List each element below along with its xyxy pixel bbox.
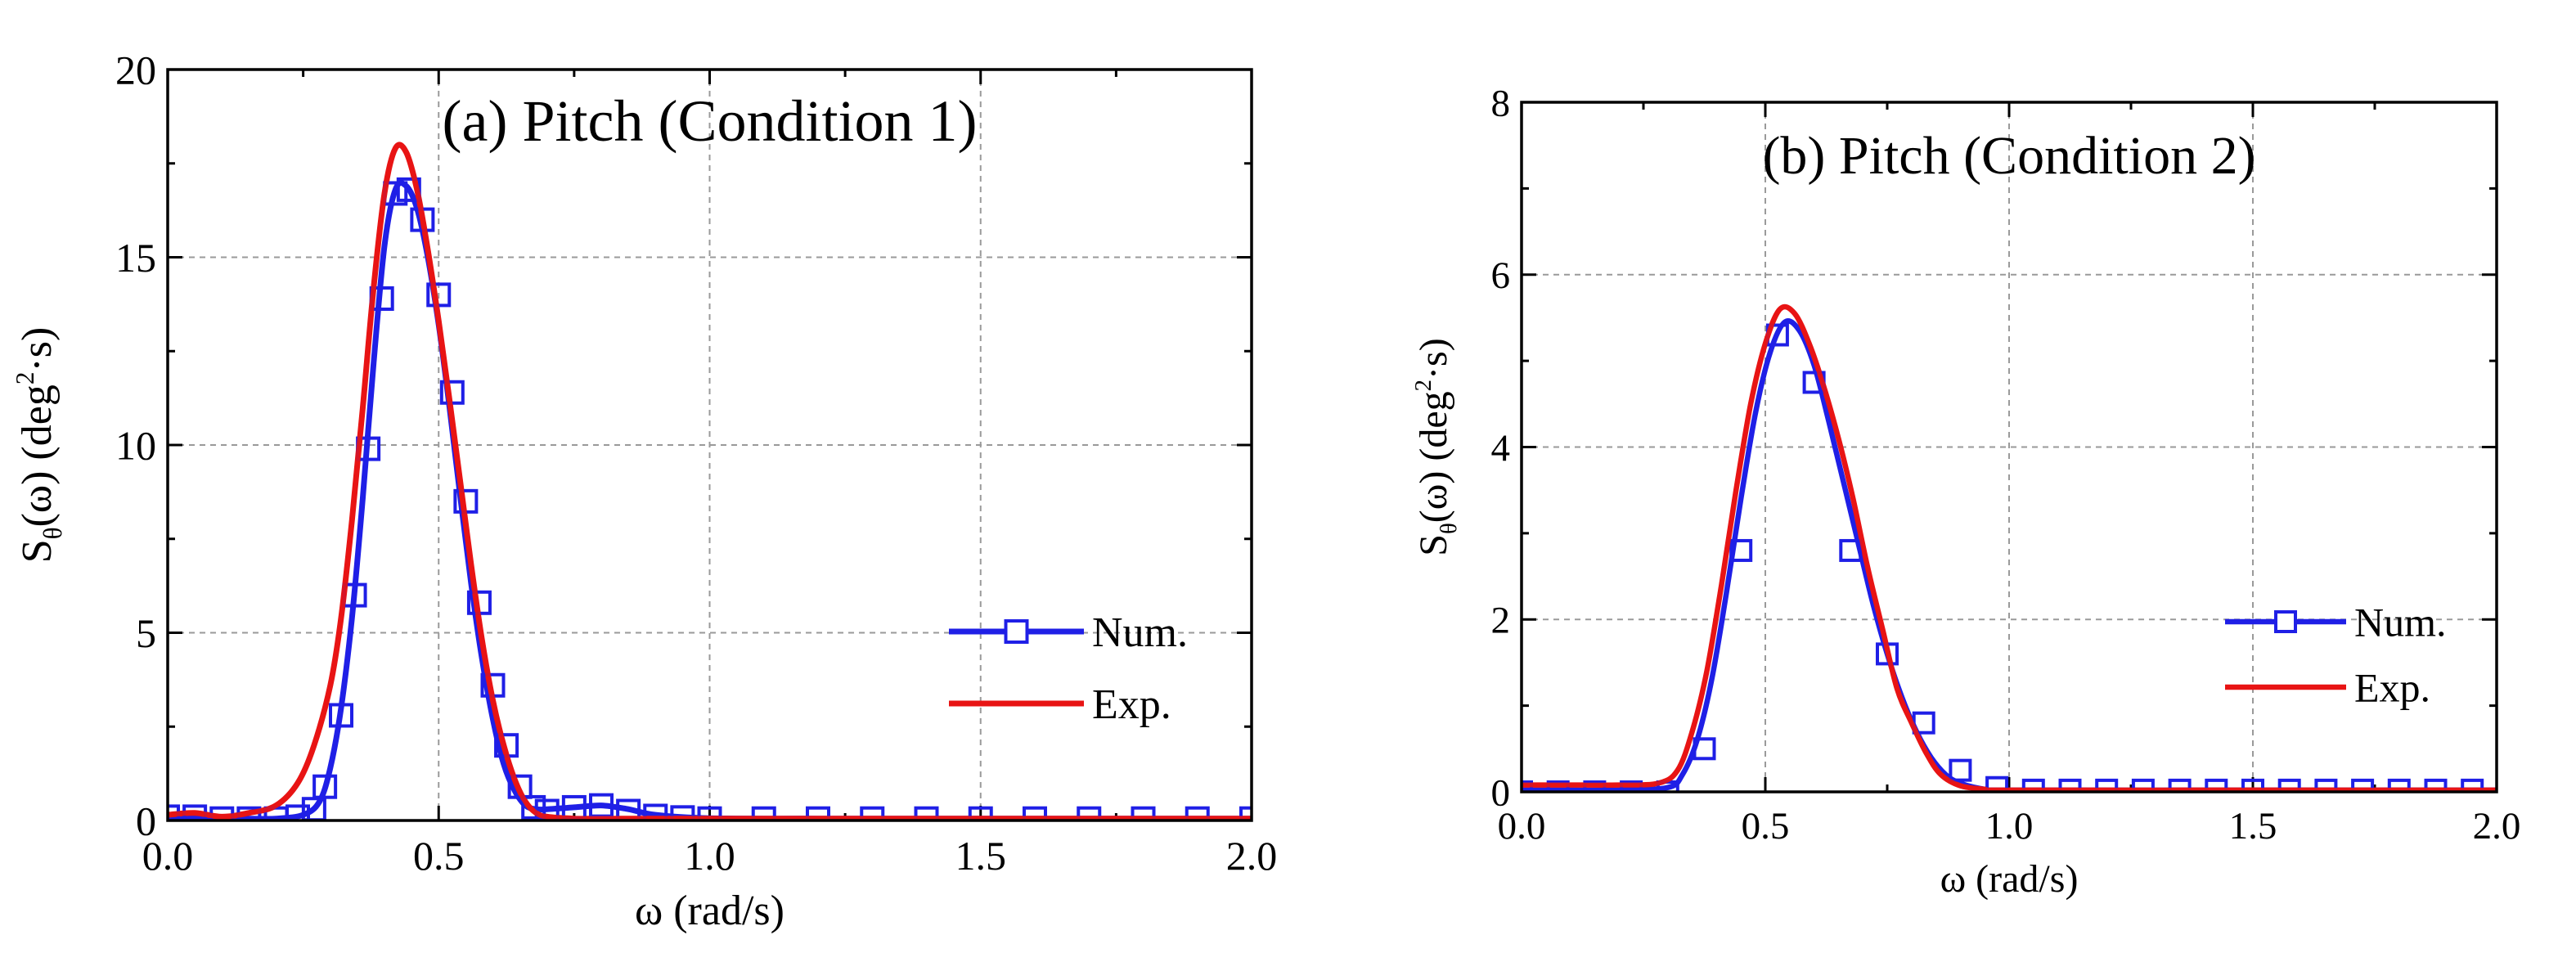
series-layer-b	[1522, 303, 2497, 792]
x-tick-label: 0.5	[1742, 805, 1790, 847]
num-marker	[1620, 780, 1643, 792]
x-tick-label: 1.5	[2229, 805, 2277, 847]
y-tick-label: 4	[1491, 427, 1511, 470]
grid-a	[168, 70, 1252, 820]
num-marker	[1729, 538, 1753, 562]
num-marker	[643, 803, 668, 820]
chart-b-pitch-condition-2: 0.0 0.5 1.0 1.5 2.0 0 2 4 6 8 (b) Pitch (Condition…	[1410, 82, 2521, 901]
num-marker	[1949, 758, 1972, 782]
num-marker	[312, 774, 338, 799]
chart-a-pitch-condition-1: 0.0 0.5 1.0 1.5 2.0 0 5 10 15 20 (a) Pitch (Condit…	[11, 47, 1277, 935]
num-marker	[236, 806, 262, 820]
y-tick-label: 8	[1491, 82, 1511, 124]
num-marker	[209, 806, 235, 820]
x-tick-label: 0.0	[142, 833, 194, 879]
num-marker	[168, 804, 180, 820]
x-tick-label: 2.0	[1226, 833, 1278, 879]
series-line-exp-overlay	[1522, 304, 2497, 792]
y-tick-label: 6	[1491, 254, 1511, 297]
chart-title: (a) Pitch (Condition 1)	[443, 88, 978, 154]
y-tick-label: 10	[115, 423, 156, 469]
x-tick-label: 1.0	[1985, 805, 2034, 847]
num-marker	[1693, 737, 1716, 761]
y-tick-label: 2	[1491, 600, 1511, 642]
y-tick-label: 20	[115, 47, 156, 93]
legend-num-marker	[1004, 619, 1029, 644]
y-tick-label: 0	[136, 798, 156, 844]
num-marker	[616, 798, 641, 820]
plot-frame-a	[166, 68, 1253, 822]
legend-exp-label: Exp.	[2354, 665, 2430, 711]
legend-num-marker	[2274, 610, 2297, 633]
legend-num-label: Num.	[1092, 609, 1188, 656]
x-axis-label: ω (rad/s)	[635, 888, 784, 934]
plot-frame-b	[1520, 101, 2498, 793]
num-marker	[521, 794, 546, 820]
y-axis-label: Sθ(ω) (deg2·s)	[1410, 338, 1462, 555]
y-tick-label: 5	[136, 610, 156, 656]
legend-num-label: Num.	[2354, 600, 2447, 645]
num-marker	[1546, 780, 1570, 792]
x-tick-label: 1.5	[955, 833, 1007, 879]
x-axis-label: ω (rad/s)	[1940, 857, 2079, 901]
chart-title: (b) Pitch (Condition 2)	[1762, 126, 2255, 186]
num-marker	[1839, 538, 1863, 562]
x-tick-label: 2.0	[2473, 805, 2521, 847]
legend-b: Num. Exp.	[2225, 600, 2447, 711]
num-marker	[285, 804, 310, 820]
num-marker	[329, 703, 353, 728]
y-axis-label: Sθ(ω) (deg2·s)	[11, 327, 67, 564]
x-tick-label: 0.0	[1498, 805, 1546, 847]
series-line-exp-overlay	[168, 142, 1252, 820]
x-tick-label: 0.5	[413, 833, 465, 879]
series-layer-a	[168, 142, 1252, 820]
legend-exp-label: Exp.	[1092, 681, 1171, 728]
x-tick-label: 1.0	[684, 833, 735, 879]
y-tick-label: 0	[1491, 771, 1511, 814]
y-tick-label: 15	[115, 235, 156, 281]
legend-a: Num. Exp.	[949, 609, 1188, 728]
num-marker	[1583, 780, 1607, 792]
